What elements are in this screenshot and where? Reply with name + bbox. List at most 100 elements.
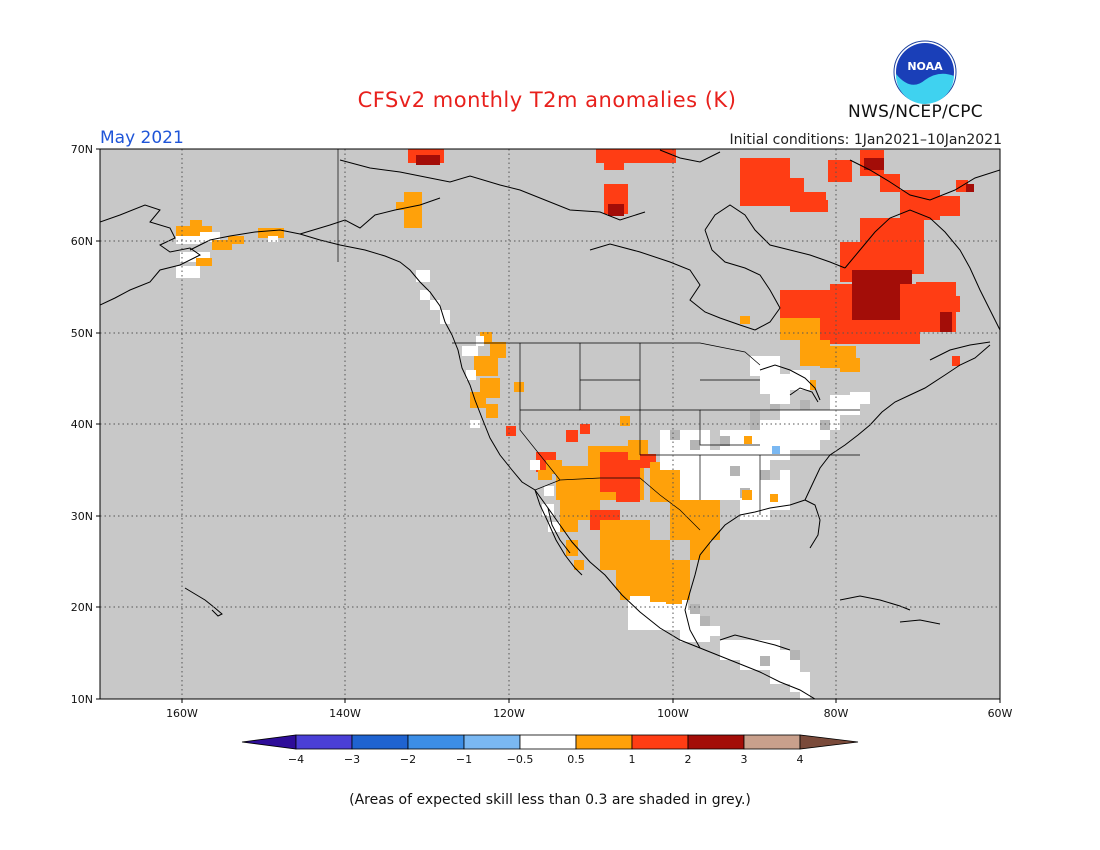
anomaly-cell bbox=[470, 392, 486, 408]
svg-text:NOAA: NOAA bbox=[907, 60, 943, 73]
anomaly-cell bbox=[770, 400, 780, 410]
anomaly-cell bbox=[486, 404, 498, 418]
anomaly-cell bbox=[690, 604, 700, 614]
legend-swatch bbox=[351, 734, 409, 750]
legend-swatch bbox=[463, 734, 521, 750]
anomaly-cell bbox=[700, 626, 720, 636]
legend-swatch bbox=[575, 734, 633, 750]
anomaly-cell bbox=[548, 522, 560, 532]
anomaly-cell bbox=[700, 510, 720, 540]
lat-label: 30N bbox=[71, 510, 93, 523]
legend-label: −0.5 bbox=[507, 753, 534, 766]
legend-swatch bbox=[519, 734, 577, 750]
lon-label: 140W bbox=[329, 707, 361, 720]
anomaly-cell bbox=[966, 184, 974, 192]
anomaly-cell bbox=[780, 318, 820, 340]
legend-label: 0.5 bbox=[567, 753, 585, 766]
anomaly-cell bbox=[604, 160, 624, 170]
legend-label: 2 bbox=[685, 753, 692, 766]
anomaly-cell bbox=[466, 370, 476, 380]
tick-marks bbox=[96, 148, 1001, 703]
anomaly-cell bbox=[900, 190, 940, 220]
anomaly-cell bbox=[176, 226, 212, 236]
anomaly-cell bbox=[530, 460, 540, 470]
anomaly-cell bbox=[420, 290, 430, 300]
anomaly-cell bbox=[396, 202, 410, 210]
anomaly-cell bbox=[770, 494, 778, 502]
anomaly-cell bbox=[608, 204, 624, 216]
anomaly-cell bbox=[670, 430, 680, 440]
anomaly-cell bbox=[790, 672, 810, 692]
initial-conditions: Initial conditions: 1Jan2021–10Jan2021 bbox=[729, 132, 1002, 148]
anomaly-cell bbox=[560, 518, 578, 532]
anomaly-cell bbox=[790, 370, 810, 390]
longitude-labels: 160W 140W 120W 100W 80W 60W bbox=[166, 707, 1012, 720]
anomaly-cell bbox=[750, 410, 760, 430]
anomaly-cell bbox=[616, 452, 640, 502]
anomaly-cell bbox=[506, 426, 516, 436]
anomaly-cell bbox=[176, 266, 200, 278]
anomaly-cell bbox=[462, 346, 478, 356]
legend-swatch bbox=[631, 734, 689, 750]
anomaly-cell bbox=[404, 192, 422, 228]
legend-label: −4 bbox=[288, 753, 304, 766]
anomaly-cell bbox=[604, 540, 624, 570]
anomaly-cell bbox=[740, 316, 750, 324]
anomaly-cell bbox=[476, 336, 484, 346]
anomaly-cell bbox=[840, 358, 860, 372]
anomaly-cell bbox=[820, 420, 830, 430]
anomaly-cell bbox=[416, 155, 440, 165]
anomaly-cell bbox=[780, 470, 790, 500]
anomaly-cell bbox=[940, 196, 960, 216]
anomaly-cell bbox=[574, 560, 584, 570]
anomaly-cell bbox=[596, 149, 676, 163]
anomaly-cell bbox=[196, 258, 212, 266]
lat-label: 10N bbox=[71, 693, 93, 706]
legend-swatch bbox=[407, 734, 465, 750]
anomaly-cell bbox=[600, 452, 620, 492]
anomaly-cell bbox=[268, 236, 278, 242]
legend-label: −2 bbox=[400, 753, 416, 766]
anomaly-cell bbox=[622, 580, 652, 600]
anomaly-cell bbox=[200, 232, 220, 242]
legend-label: 3 bbox=[741, 753, 748, 766]
anomaly-cell bbox=[566, 430, 578, 442]
anomaly-cell bbox=[690, 440, 700, 450]
legend-swatch bbox=[295, 734, 353, 750]
anomaly-cell bbox=[176, 236, 200, 244]
anomaly-cell bbox=[666, 596, 682, 604]
latitude-labels: 70N 60N 50N 40N 30N 20N 10N bbox=[71, 143, 93, 706]
anomaly-cell bbox=[190, 220, 202, 228]
anomaly-cell bbox=[790, 650, 800, 660]
anomaly-cell bbox=[808, 200, 828, 212]
anomaly-cell bbox=[864, 158, 884, 170]
coastlines bbox=[100, 149, 1000, 699]
anomaly-cell bbox=[720, 436, 730, 446]
anomaly-cell bbox=[742, 490, 752, 500]
anomaly-cell bbox=[620, 416, 630, 426]
lat-label: 60N bbox=[71, 235, 93, 248]
legend-label: −3 bbox=[344, 753, 360, 766]
anomaly-cell bbox=[514, 382, 524, 392]
lat-label: 20N bbox=[71, 601, 93, 614]
legend-arrow-low bbox=[241, 734, 297, 750]
anomaly-cell bbox=[690, 540, 710, 560]
lat-label: 40N bbox=[71, 418, 93, 431]
anomaly-cell bbox=[770, 390, 790, 404]
anomaly-cell bbox=[544, 486, 554, 496]
anomaly-cell bbox=[538, 470, 552, 480]
anomaly-cell bbox=[580, 424, 590, 434]
anomaly-cell bbox=[440, 310, 450, 324]
anomaly-cell bbox=[760, 470, 770, 480]
anomaly-cell bbox=[430, 300, 440, 310]
legend-label: 1 bbox=[629, 753, 636, 766]
anomaly-cell bbox=[760, 656, 770, 666]
chart-title: CFSv2 monthly T2m anomalies (K) bbox=[357, 88, 737, 112]
anomaly-cell bbox=[760, 374, 790, 394]
legend-label: 4 bbox=[797, 753, 804, 766]
legend-swatch bbox=[687, 734, 745, 750]
anomaly-cell bbox=[212, 240, 232, 250]
lon-label: 120W bbox=[493, 707, 525, 720]
legend-arrow-high bbox=[799, 734, 859, 750]
